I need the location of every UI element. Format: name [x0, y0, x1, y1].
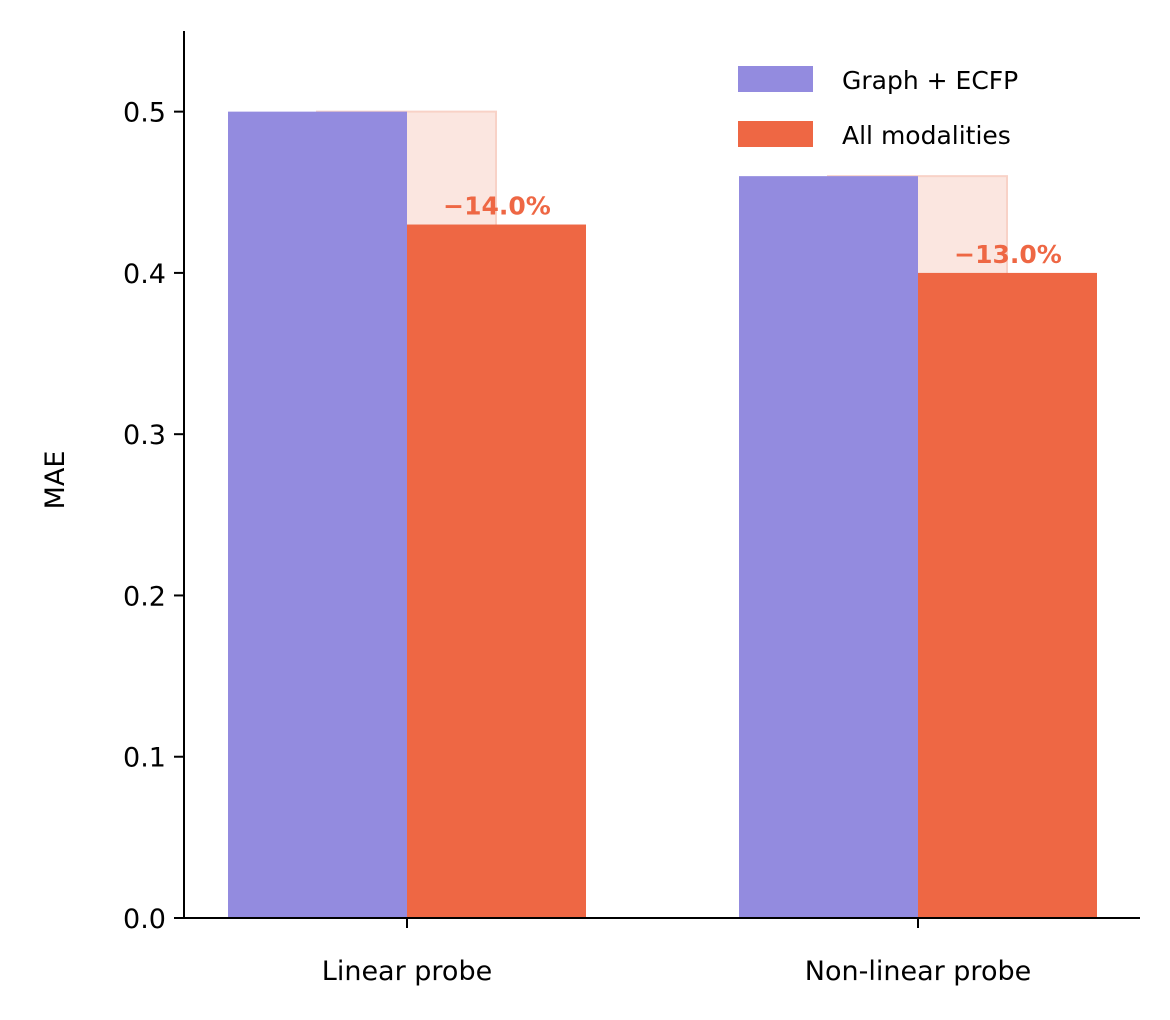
legend-label-2: All modalities [842, 121, 1011, 150]
y-tick-label: 0.5 [123, 98, 166, 129]
axes [183, 31, 1140, 919]
x-ticks: Linear probe Non-linear probe [322, 918, 1031, 987]
bar-graph-ecfp-2 [739, 176, 918, 919]
reduction-label-1: −14.0% [443, 192, 551, 221]
legend-label-1: Graph + ECFP [842, 66, 1018, 95]
y-tick-label: 0.0 [123, 904, 166, 935]
bars-layer [228, 111, 1097, 919]
bar-all-modalities-1 [407, 224, 586, 918]
bar-graph-ecfp-1 [228, 111, 407, 919]
reduction-label-2: −13.0% [954, 240, 1062, 269]
y-tick-label: 0.4 [123, 259, 166, 290]
annotations-layer: −14.0% −13.0% [443, 192, 1062, 269]
legend-swatch-2 [738, 121, 813, 147]
y-tick-label: 0.1 [123, 743, 166, 774]
x-tick-label: Non-linear probe [805, 956, 1031, 987]
legend-swatch-1 [738, 66, 813, 92]
y-tick-label: 0.3 [123, 420, 166, 451]
y-axis-label: MAE [40, 451, 71, 510]
bar-all-modalities-2 [918, 272, 1097, 919]
y-ticks: 0.0 0.1 0.2 0.3 0.4 0.5 [123, 98, 184, 935]
x-tick-label: Linear probe [322, 956, 492, 987]
y-tick-label: 0.2 [123, 581, 166, 612]
legend: Graph + ECFP All modalities [738, 66, 1018, 150]
